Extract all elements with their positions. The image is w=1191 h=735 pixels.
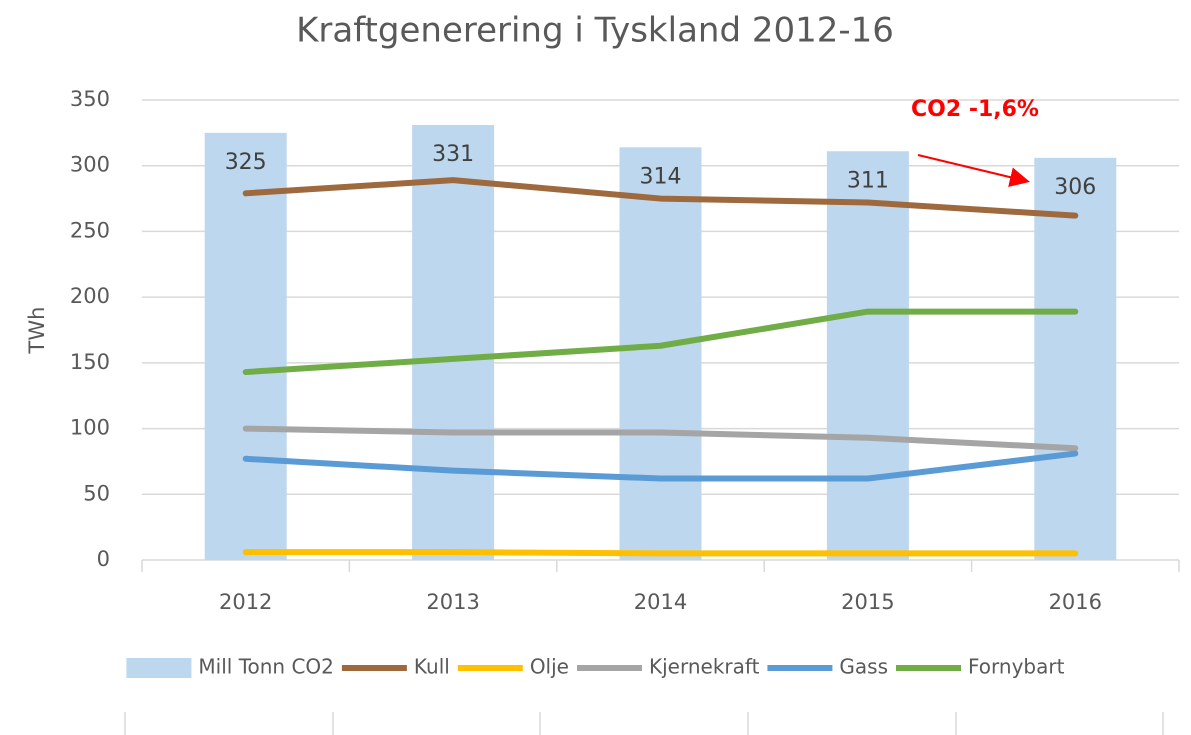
x-tick-label: 2013 bbox=[426, 590, 479, 614]
bar bbox=[204, 132, 287, 560]
x-tick-label: 2016 bbox=[1049, 590, 1102, 614]
y-axis-label: TWh bbox=[25, 307, 49, 355]
legend-swatch bbox=[126, 658, 192, 678]
bar bbox=[1034, 157, 1117, 561]
data-label: 306 bbox=[1054, 175, 1096, 200]
line-series bbox=[242, 308, 1079, 376]
x-tick-label: 2015 bbox=[841, 590, 894, 614]
legend-label: Mill Tonn CO2 bbox=[198, 655, 333, 679]
bottom-ticks bbox=[124, 712, 1164, 735]
data-label: 325 bbox=[225, 150, 267, 175]
y-tick-label: 0 bbox=[97, 547, 110, 571]
x-tick-label: 2014 bbox=[634, 590, 687, 614]
y-tick-label: 300 bbox=[70, 153, 110, 177]
data-label: 314 bbox=[640, 164, 682, 189]
line-series bbox=[242, 549, 1079, 557]
legend-label: Gass bbox=[839, 655, 888, 679]
y-tick-label: 350 bbox=[70, 87, 110, 111]
y-tick-label: 100 bbox=[70, 416, 110, 440]
y-tick-label: 250 bbox=[70, 218, 110, 242]
bar bbox=[619, 147, 702, 561]
annotation: CO2 -1,6% bbox=[911, 97, 1039, 122]
line-series bbox=[242, 177, 1079, 219]
legend-label: Kull bbox=[414, 655, 450, 679]
legend-label: Olje bbox=[530, 655, 569, 679]
chart-title: Kraftgenerering i Tyskland 2012-16 bbox=[296, 11, 894, 51]
data-label: 331 bbox=[432, 142, 474, 167]
x-tick-label: 2012 bbox=[219, 590, 272, 614]
data-label: 311 bbox=[847, 168, 889, 193]
legend: Mill Tonn CO2 Kull Olje Kjernekraft Gass Forn… bbox=[126, 655, 1065, 679]
bar bbox=[412, 124, 495, 560]
legend-label: Fornybart bbox=[968, 655, 1065, 679]
plot-area: 0 50 100 150 200 250 300 350 2012 2013 2014 2015 201… bbox=[70, 87, 1180, 614]
y-tick-label: 200 bbox=[70, 284, 110, 308]
annotation-arrow bbox=[917, 154, 1030, 187]
bar bbox=[826, 151, 909, 560]
y-tick-label: 150 bbox=[70, 350, 110, 374]
line-series bbox=[242, 450, 1079, 482]
y-tick-label: 50 bbox=[83, 481, 110, 505]
line-series bbox=[242, 425, 1079, 452]
legend-label: Kjernekraft bbox=[649, 655, 760, 679]
